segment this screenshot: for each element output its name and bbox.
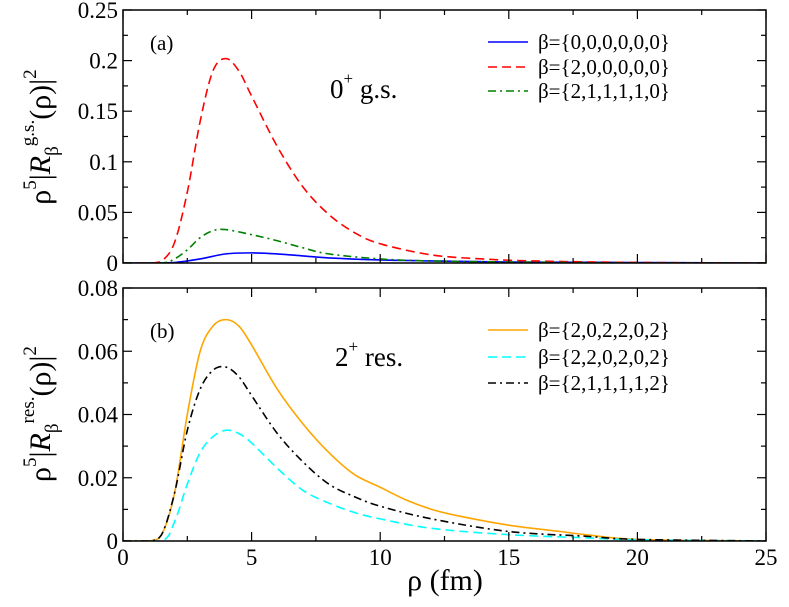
ylabel-sup-5: 5 (20, 180, 41, 190)
legend-label-2: β={2,1,1,1,1,2} (538, 371, 670, 395)
annotation-sup: + (344, 69, 354, 88)
annotation-sup: + (349, 337, 359, 356)
legend-label-0: β={0,0,0,0,0,0} (538, 30, 670, 54)
panel-label: (b) (150, 319, 175, 343)
x-tick-label: 20 (626, 545, 649, 570)
y-tick-label: 0.06 (78, 339, 118, 364)
ylabel-sub-beta: β (42, 146, 63, 156)
ylabel-sub-beta: β (42, 423, 63, 433)
panel-annotation: 0+ g.s. (330, 69, 397, 104)
ylabel-sup-5: 5 (20, 457, 41, 467)
ylabel-R: R (24, 156, 57, 175)
ylabel-sup-state: g.s. (18, 120, 39, 146)
series-line-1-2 (123, 365, 766, 541)
ylabel-sup-state: res. (18, 397, 39, 424)
y-tick-label: 0.2 (89, 49, 118, 74)
ylabel-sup-2: 2 (20, 69, 41, 79)
x-tick-label: 5 (246, 545, 258, 570)
annotation-rest: g.s. (353, 74, 397, 104)
y-tick-label: 0.08 (78, 276, 118, 301)
y-tick-label: 0.02 (78, 466, 118, 491)
legend-label-2: β={2,1,1,1,1,0} (538, 79, 670, 103)
y-tick-label: 0.1 (89, 150, 118, 175)
annotation-rest: res. (358, 342, 403, 372)
ylabel-rho: ρ (24, 467, 57, 482)
panel-b: β={2,0,2,2,0,2} β={2,2,0,2,0,2}β={2,1,1,1… (18, 276, 778, 570)
x-tick-label: 15 (497, 545, 520, 570)
panel-annotation: 2+ res. (335, 337, 403, 372)
y-tick-label: 0 (107, 529, 119, 554)
panel-label: (a) (150, 31, 173, 55)
y-tick-label: 0 (107, 251, 119, 276)
y-axis-label: ρ5|Rβres.(ρ)|2 (18, 346, 63, 482)
ylabel-tail: (ρ)| (24, 79, 57, 120)
legend-label-1: β={2,2,0,2,0,2} (538, 345, 670, 369)
ylabel-tail: (ρ)| (24, 356, 57, 397)
y-tick-label: 0.15 (78, 99, 118, 124)
x-tick-label: 25 (755, 545, 778, 570)
legend-label-1: β={2,0,0,0,0,0} (538, 55, 670, 79)
series-line-1-0 (123, 318, 766, 541)
x-axis-label: ρ (fm) (407, 564, 483, 597)
annotation-main: 2 (335, 342, 349, 372)
legend-label-0: β={2,0,2,2,0,2} (538, 318, 670, 342)
y-tick-label: 0.04 (78, 403, 119, 428)
ylabel-R: R (24, 433, 57, 452)
x-tick-label: 10 (369, 545, 392, 570)
series-line-0-1 (123, 57, 766, 263)
y-axis-label: ρ5|Rβg.s.(ρ)|2 (18, 69, 63, 204)
panel-a: β={0,0,0,0,0,0}β={2,0,0,0,0,0}β={2,1,1,1… (18, 0, 767, 276)
ylabel-sup-2: 2 (20, 346, 41, 356)
ylabel-bar: | (24, 451, 57, 457)
ylabel-bar: | (24, 174, 57, 180)
annotation-main: 0 (330, 74, 344, 104)
series-line-1-1 (123, 429, 766, 541)
y-tick-label: 0.25 (78, 0, 118, 23)
ylabel-rho: ρ (24, 190, 57, 205)
series-line-0-2 (123, 228, 766, 263)
x-tick-label: 0 (117, 545, 129, 570)
y-tick-label: 0.05 (78, 200, 118, 225)
